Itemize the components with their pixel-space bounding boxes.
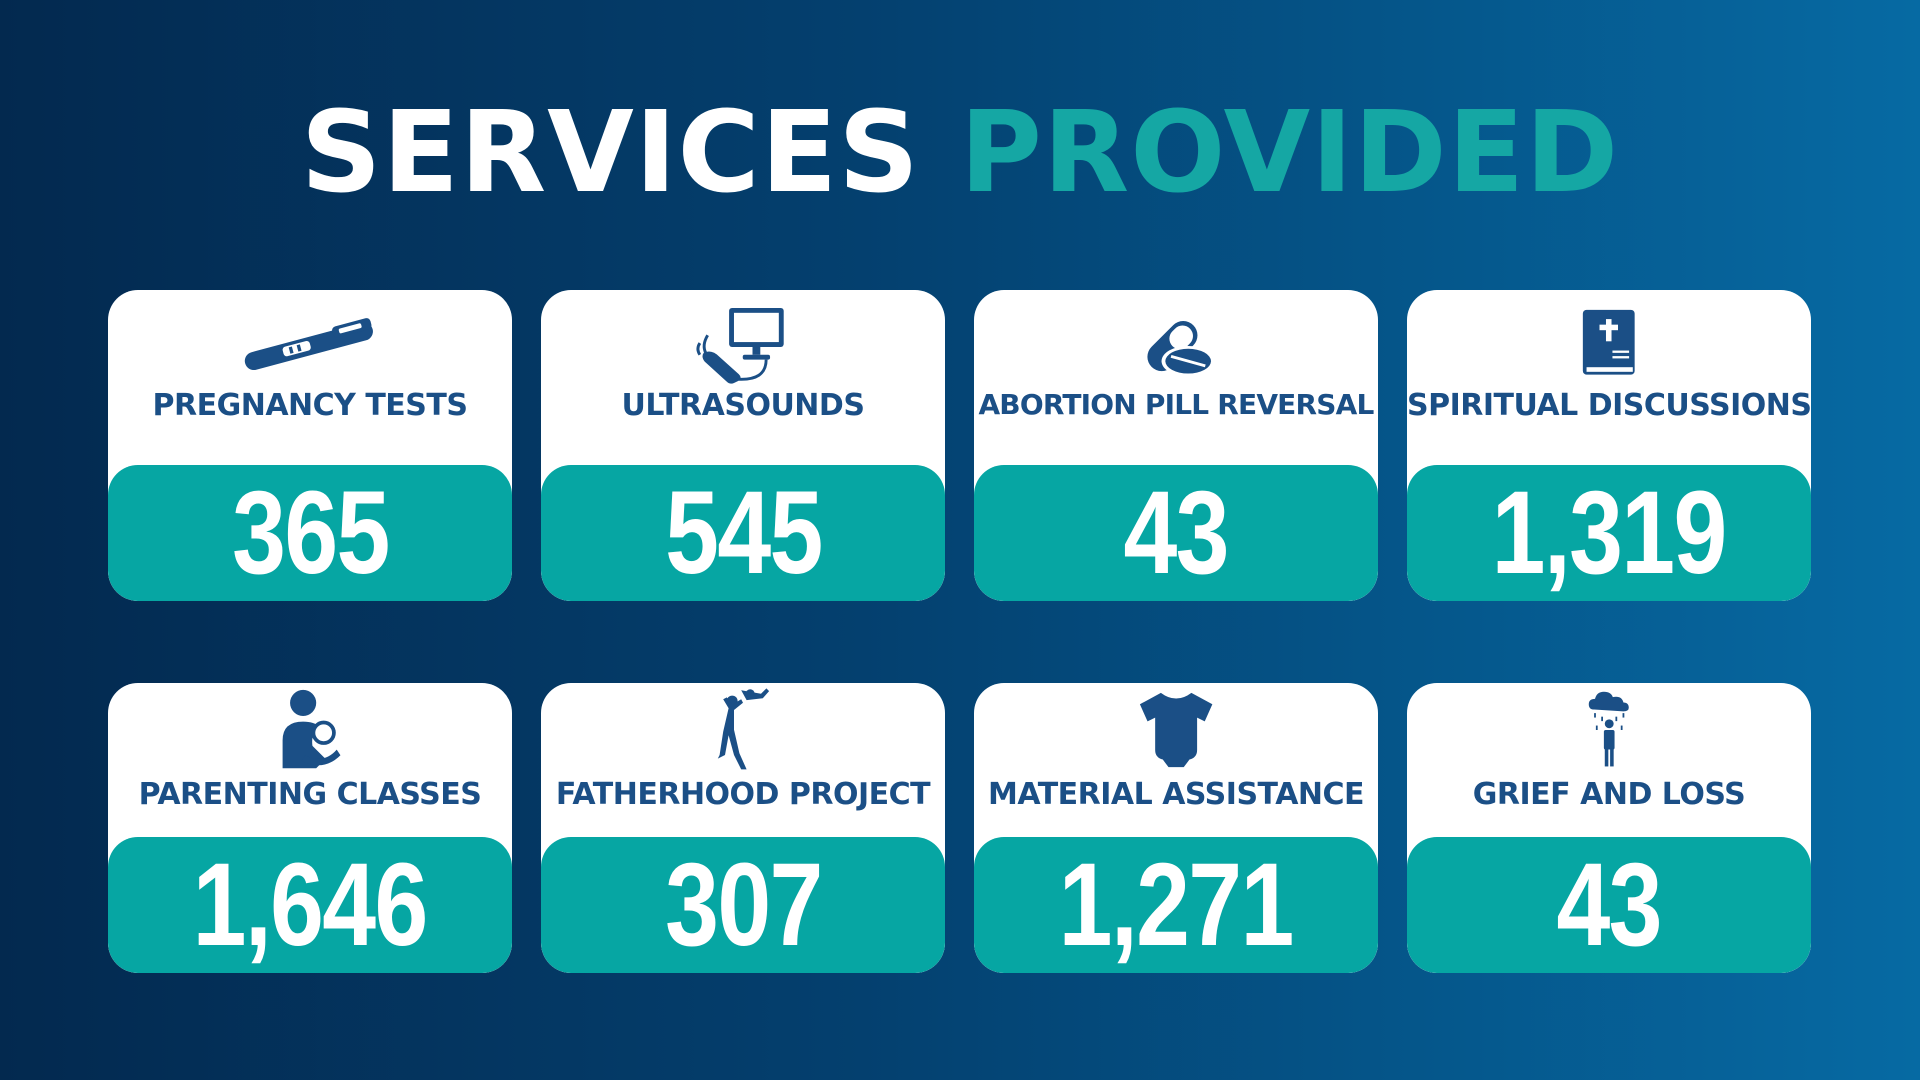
service-label: ULTRASOUNDS (621, 388, 865, 423)
bible-icon (1407, 304, 1811, 386)
service-card-spiritual-discussions: SPIRITUAL DISCUSSIONS 1,319 (1407, 290, 1811, 601)
page-title: SERVICES PROVIDED (0, 88, 1920, 218)
service-count: 43 (1123, 467, 1230, 599)
service-count: 1,319 (1492, 467, 1728, 599)
service-label: PREGNANCY TESTS (152, 388, 468, 423)
service-label: PARENTING CLASSES (138, 777, 482, 812)
service-card-abortion-pill-reversal: ABORTION PILL REVERSAL 43 (974, 290, 1378, 601)
title-part-services: SERVICES (300, 88, 920, 218)
service-card-material-assistance: MATERIAL ASSISTANCE 1,271 (974, 683, 1378, 973)
service-count: 365 (231, 467, 390, 599)
service-count: 1,646 (193, 839, 429, 971)
value-band: 307 (541, 837, 945, 973)
service-count: 43 (1556, 839, 1663, 971)
value-band: 1,319 (1407, 465, 1811, 601)
father-child-icon (541, 687, 945, 770)
service-card-grief-and-loss: GRIEF AND LOSS 43 (1407, 683, 1811, 973)
title-part-provided: PROVIDED (959, 88, 1620, 218)
value-band: 365 (108, 465, 512, 601)
service-label: FATHERHOOD PROJECT (555, 777, 931, 812)
service-label: SPIRITUAL DISCUSSIONS (1407, 388, 1811, 423)
ultrasound-icon (541, 304, 945, 386)
parent-child-icon (108, 689, 512, 771)
service-card-fatherhood-project: FATHERHOOD PROJECT 307 (541, 683, 945, 973)
grief-cloud-icon (1407, 689, 1811, 771)
value-band: 43 (1407, 837, 1811, 973)
service-count: 545 (664, 467, 823, 599)
onesie-icon (974, 689, 1378, 771)
pills-icon (974, 304, 1378, 386)
service-count: 1,271 (1059, 839, 1295, 971)
service-card-pregnancy-tests: PREGNANCY TESTS 365 (108, 290, 512, 601)
value-band: 1,646 (108, 837, 512, 973)
service-label: GRIEF AND LOSS (1472, 777, 1746, 812)
value-band: 43 (974, 465, 1378, 601)
service-card-parenting-classes: PARENTING CLASSES 1,646 (108, 683, 512, 973)
value-band: 1,271 (974, 837, 1378, 973)
value-band: 545 (541, 465, 945, 601)
service-label: MATERIAL ASSISTANCE (987, 777, 1365, 812)
service-count: 307 (664, 839, 823, 971)
pregnancy-test-icon (108, 304, 512, 386)
service-card-ultrasounds: ULTRASOUNDS 545 (541, 290, 945, 601)
service-label: ABORTION PILL REVERSAL (978, 388, 1374, 421)
